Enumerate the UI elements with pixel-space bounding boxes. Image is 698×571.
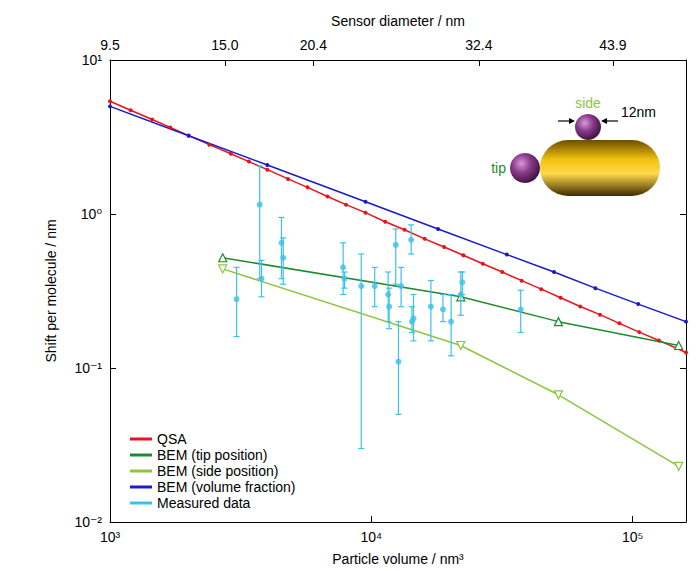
svg-text:10⁴: 10⁴ [361,529,383,545]
svg-text:10¹: 10¹ [82,52,103,68]
svg-text:Particle volume / nm³: Particle volume / nm³ [332,551,464,567]
svg-text:10⁰: 10⁰ [81,206,103,222]
svg-text:BEM (tip position): BEM (tip position) [157,447,267,463]
svg-text:side: side [575,95,601,111]
svg-text:32.4: 32.4 [465,37,492,53]
svg-text:10⁻¹: 10⁻¹ [74,360,102,376]
svg-text:BEM (side position): BEM (side position) [157,463,278,479]
svg-text:12nm: 12nm [621,104,656,120]
svg-text:10⁻²: 10⁻² [74,514,102,530]
svg-text:10⁵: 10⁵ [622,529,643,545]
svg-text:Measured data: Measured data [157,495,251,511]
svg-text:9.5: 9.5 [100,37,120,53]
svg-text:QSA: QSA [157,431,187,447]
svg-text:tip: tip [491,160,506,176]
svg-text:43.9: 43.9 [599,37,626,53]
svg-text:10³: 10³ [100,529,121,545]
svg-text:Sensor diameter / nm: Sensor diameter / nm [331,13,465,29]
svg-text:20.4: 20.4 [300,37,327,53]
svg-text:BEM (volume fraction): BEM (volume fraction) [157,479,295,495]
svg-text:Shift per molecule / nm: Shift per molecule / nm [43,219,59,362]
svg-text:15.0: 15.0 [211,37,238,53]
